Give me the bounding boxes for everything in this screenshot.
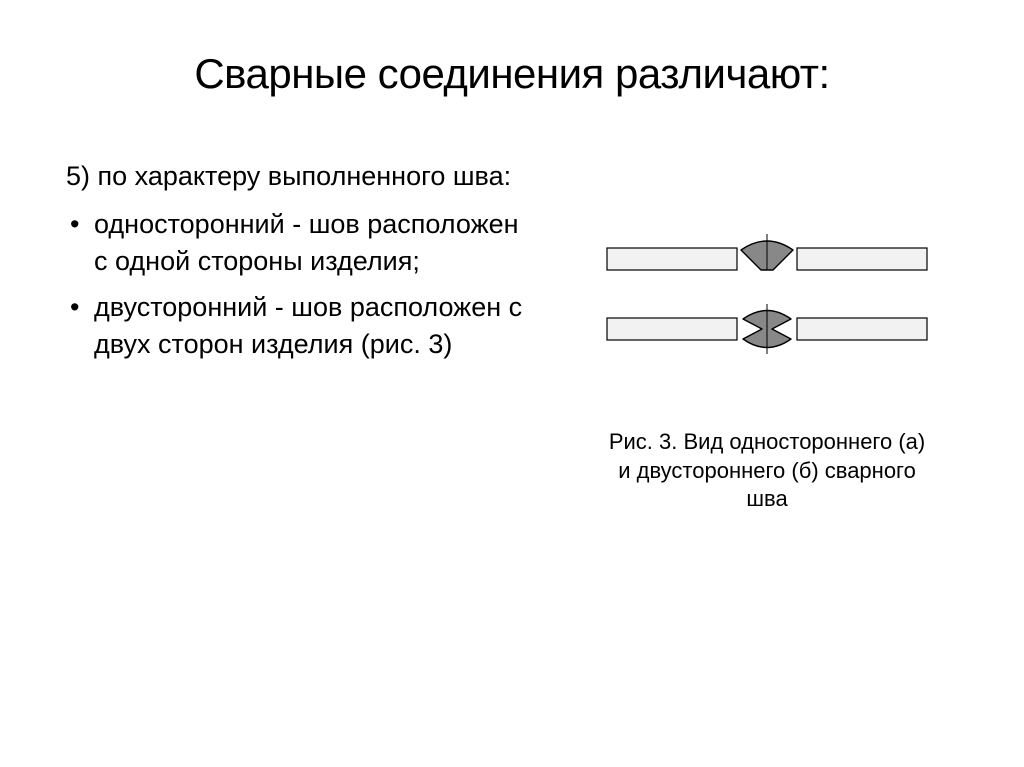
figure-column: Рис. 3. Вид одностороннего (а) и двустор…: [550, 158, 984, 727]
list-lead: 5) по характеру выполненного шва:: [60, 158, 530, 194]
content-row: 5) по характеру выполненного шва: одност…: [60, 158, 964, 727]
list-item: односторонний - шов расположен с одной с…: [66, 206, 530, 279]
bullet-list: односторонний - шов расположен с одной с…: [60, 206, 530, 362]
slide-title: Сварные соединения различают:: [60, 50, 964, 98]
weld-figure: [587, 218, 947, 388]
text-column: 5) по характеру выполненного шва: одност…: [60, 158, 530, 727]
list-item: двусторонний - шов расположен с двух сто…: [66, 289, 530, 362]
figure-caption: Рис. 3. Вид одностороннего (а) и двустор…: [607, 428, 927, 514]
weld-diagram-svg: [587, 218, 947, 388]
slide: Сварные соединения различают: 5) по хара…: [0, 0, 1024, 767]
